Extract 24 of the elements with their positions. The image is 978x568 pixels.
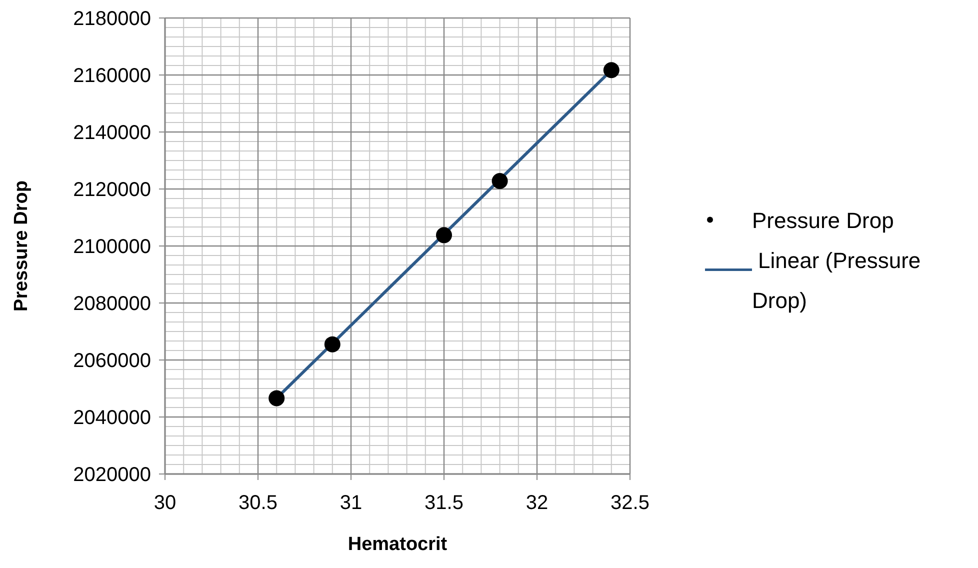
x-tick-label: 30 (154, 492, 176, 514)
point (324, 336, 340, 352)
point (436, 227, 452, 244)
legend-label: Pressure Drop (752, 208, 894, 233)
y-tick-label: 2100000 (73, 236, 151, 258)
x-tick-label: 32.5 (610, 492, 650, 514)
x-tick-label: 31 (340, 492, 362, 514)
y-axis-title: Pressure Drop (11, 180, 32, 312)
y-tick-label: 2140000 (73, 122, 151, 144)
x-tick-label: 31.5 (424, 492, 464, 514)
point (492, 173, 508, 190)
y-tick-label: 2040000 (73, 407, 151, 429)
y-tick-label: 2180000 (73, 8, 151, 30)
legend-label: Linear (Pressure Drop) (752, 248, 921, 313)
y-tick-label: 2060000 (73, 350, 151, 372)
y-tick-label: 2120000 (73, 179, 151, 201)
point (268, 390, 285, 406)
point (603, 62, 620, 78)
x-tick-label: 32 (526, 492, 548, 514)
y-tick-label: 2020000 (73, 464, 151, 486)
x-axis-title: Hematocrit (348, 534, 448, 555)
y-tick-label: 2160000 (73, 65, 151, 87)
x-tick-label: 30.5 (238, 492, 278, 514)
y-tick-label: 2080000 (73, 293, 151, 315)
